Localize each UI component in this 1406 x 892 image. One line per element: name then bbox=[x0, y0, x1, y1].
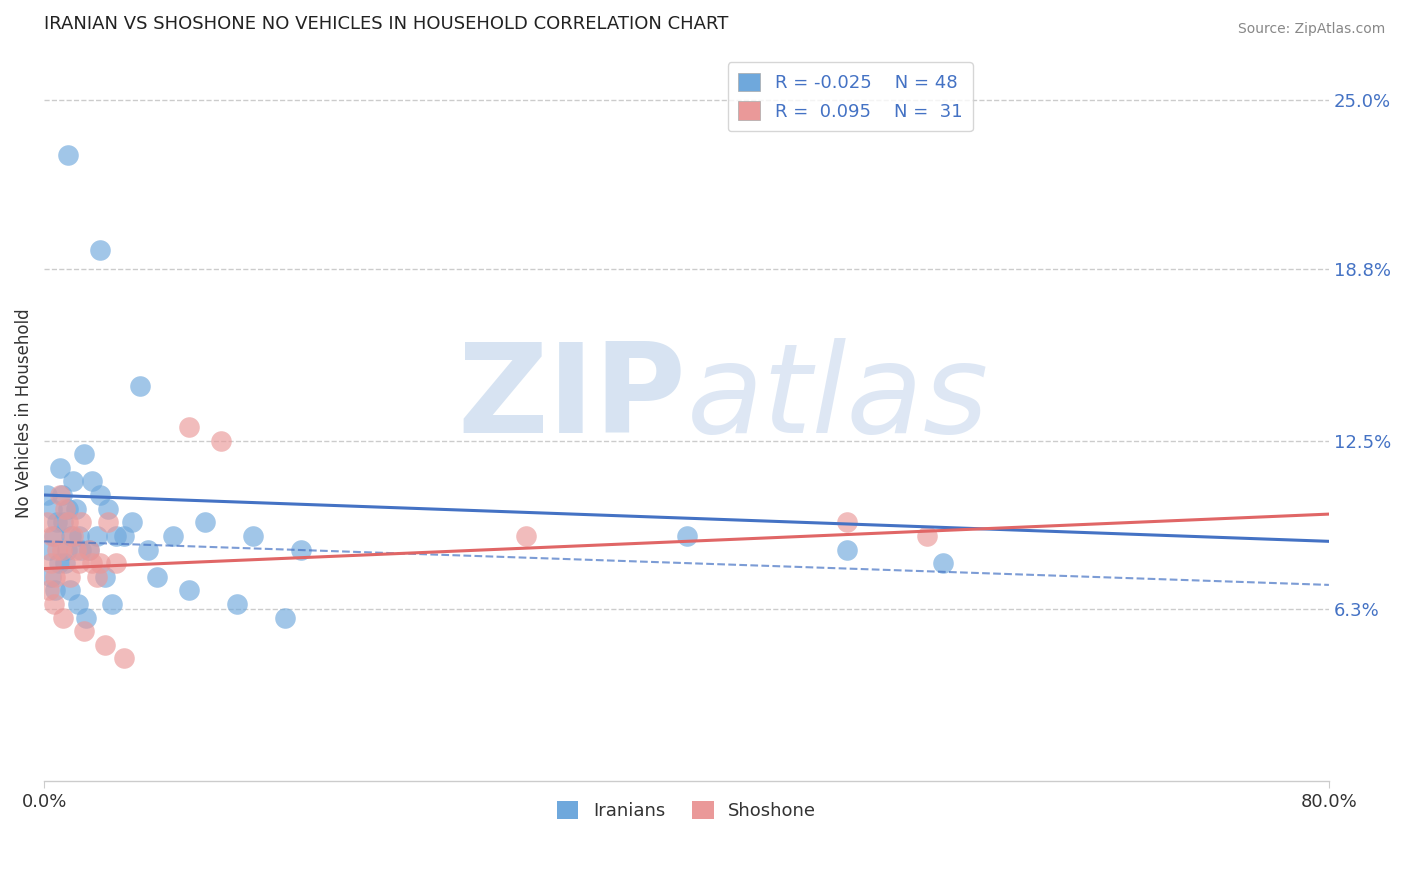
Point bbox=[145, 570, 167, 584]
Point bbox=[274, 610, 297, 624]
Point bbox=[53, 501, 76, 516]
Point bbox=[37, 516, 59, 530]
Point bbox=[73, 447, 96, 461]
Point bbox=[121, 516, 143, 530]
Point bbox=[77, 542, 100, 557]
Point bbox=[290, 542, 312, 557]
Point bbox=[59, 570, 82, 584]
Point bbox=[58, 147, 80, 161]
Point bbox=[65, 542, 87, 557]
Point bbox=[51, 488, 73, 502]
Point bbox=[97, 516, 120, 530]
Point bbox=[70, 516, 93, 530]
Point bbox=[59, 583, 82, 598]
Text: ZIP: ZIP bbox=[458, 338, 686, 459]
Point bbox=[65, 501, 87, 516]
Point bbox=[42, 597, 65, 611]
Legend: Iranians, Shoshone: Iranians, Shoshone bbox=[550, 793, 824, 827]
Point bbox=[129, 379, 152, 393]
Point bbox=[82, 556, 104, 570]
Point bbox=[39, 556, 62, 570]
Point bbox=[94, 638, 117, 652]
Point bbox=[675, 529, 697, 543]
Point bbox=[225, 597, 247, 611]
Point bbox=[75, 610, 97, 624]
Point bbox=[73, 624, 96, 639]
Point bbox=[835, 516, 858, 530]
Point bbox=[39, 570, 62, 584]
Point bbox=[49, 488, 72, 502]
Point bbox=[835, 542, 858, 557]
Point bbox=[37, 488, 59, 502]
Point bbox=[41, 501, 63, 516]
Point bbox=[194, 516, 217, 530]
Point bbox=[58, 501, 80, 516]
Point bbox=[105, 529, 128, 543]
Point bbox=[162, 529, 184, 543]
Point bbox=[932, 556, 955, 570]
Point bbox=[66, 597, 89, 611]
Text: atlas: atlas bbox=[686, 338, 988, 459]
Point bbox=[917, 529, 939, 543]
Point bbox=[94, 570, 117, 584]
Point bbox=[48, 556, 70, 570]
Point bbox=[51, 542, 73, 557]
Point bbox=[97, 501, 120, 516]
Point bbox=[105, 556, 128, 570]
Point bbox=[60, 529, 83, 543]
Point bbox=[55, 542, 77, 557]
Point bbox=[52, 610, 75, 624]
Point bbox=[209, 434, 232, 448]
Point bbox=[86, 570, 108, 584]
Point bbox=[82, 475, 104, 489]
Point bbox=[70, 542, 93, 557]
Point bbox=[46, 542, 69, 557]
Point bbox=[177, 583, 200, 598]
Point bbox=[41, 529, 63, 543]
Point bbox=[89, 556, 111, 570]
Point bbox=[52, 516, 75, 530]
Point bbox=[77, 542, 100, 557]
Point bbox=[89, 243, 111, 257]
Point bbox=[46, 516, 69, 530]
Point bbox=[242, 529, 264, 543]
Text: IRANIAN VS SHOSHONE NO VEHICLES IN HOUSEHOLD CORRELATION CHART: IRANIAN VS SHOSHONE NO VEHICLES IN HOUSE… bbox=[44, 15, 728, 33]
Point bbox=[112, 529, 135, 543]
Point bbox=[44, 570, 66, 584]
Point bbox=[44, 583, 66, 598]
Point bbox=[515, 529, 537, 543]
Y-axis label: No Vehicles in Household: No Vehicles in Household bbox=[15, 309, 32, 518]
Point bbox=[138, 542, 160, 557]
Point bbox=[53, 556, 76, 570]
Point bbox=[42, 529, 65, 543]
Point bbox=[38, 542, 60, 557]
Text: Source: ZipAtlas.com: Source: ZipAtlas.com bbox=[1237, 22, 1385, 37]
Point bbox=[112, 651, 135, 665]
Point bbox=[69, 529, 91, 543]
Point bbox=[100, 597, 122, 611]
Point bbox=[177, 420, 200, 434]
Point bbox=[86, 529, 108, 543]
Point bbox=[69, 556, 91, 570]
Point bbox=[89, 488, 111, 502]
Point bbox=[62, 475, 84, 489]
Point bbox=[62, 529, 84, 543]
Point bbox=[49, 460, 72, 475]
Point bbox=[58, 516, 80, 530]
Point bbox=[38, 583, 60, 598]
